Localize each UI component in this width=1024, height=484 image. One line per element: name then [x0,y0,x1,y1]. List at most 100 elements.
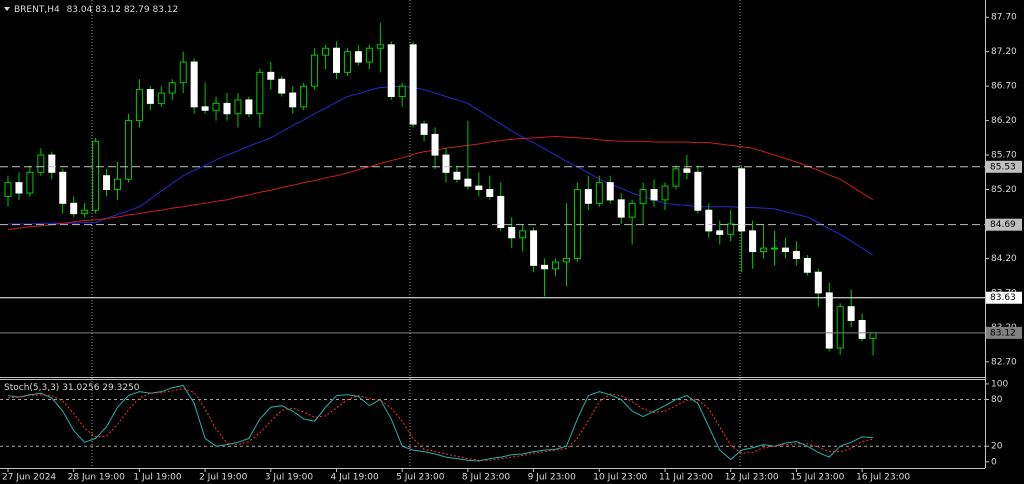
indicator-header: Stoch(5,3,3) 31.0256 29.3250 [4,383,140,393]
candle-body [486,189,494,197]
candle-body [771,247,778,250]
moving-average [8,85,874,256]
candle-body [124,120,132,180]
candle-body [541,264,549,270]
candle-body [157,92,165,104]
symbol-header: BRENT,H4 83.04 83.12 82.79 83.12 [14,5,178,15]
candle-body [475,185,483,191]
candle-body [354,51,362,63]
candle-body [825,292,833,349]
candle-body [595,182,603,204]
candle-body [749,230,757,253]
candle-body [212,102,220,111]
x-tick-label: 5 Jul 23:00 [396,473,445,483]
candle-body [267,71,275,80]
candle-body [114,178,121,191]
y-tick-label: 100 [991,379,1008,389]
candle-body [650,189,658,201]
y-tick-label: 80 [991,395,1003,405]
candle-body [190,61,198,108]
candle-body [300,85,308,108]
candle-body [705,209,713,232]
y-tick-label: 0 [991,457,997,467]
candle-body [584,189,592,204]
y-tick-label: 20 [991,442,1003,452]
candle-body [26,171,34,194]
candle-body [552,261,559,270]
y-tick-label: 84.20 [991,254,1017,264]
y-tick-label: 86.20 [991,116,1017,126]
candle-body [727,223,735,235]
x-tick-label: 10 Jul 23:00 [593,473,647,483]
candle-body [760,247,768,253]
candle-body [4,182,12,197]
candle-body [387,44,395,97]
candle-body [103,175,111,191]
candle-body [639,189,647,204]
y-tick-label: 85.20 [991,185,1017,195]
candle-body [48,154,56,173]
candle-body [453,171,461,180]
menu-icon[interactable] [4,7,10,11]
candle-body [398,85,406,97]
candle-body [803,257,811,273]
price-label-box [986,326,1022,339]
candle-body [343,51,351,73]
candle-body [847,306,855,321]
candle-body [59,171,67,204]
price-label: 83.63 [990,293,1016,303]
price-label: 84.69 [990,220,1016,230]
candle-body [70,202,78,215]
candle-body [464,178,472,187]
candle-body [333,47,340,73]
candle-body [146,89,154,104]
price-label: 85.53 [990,162,1016,172]
symbol: BRENT,H4 [14,5,60,15]
x-tick-label: 8 Jul 23:00 [462,473,511,483]
candle-body [497,195,505,228]
candle-body [530,230,538,266]
candle-body [573,189,581,259]
x-tick-label: 3 Jul 19:00 [265,473,314,483]
candle-body [311,54,319,87]
main-readout: 31.0256 [62,383,99,393]
candle-body [201,106,209,111]
candle-body [738,168,746,232]
candle-body [519,230,527,239]
candle-body [628,202,636,218]
candle-body [256,71,264,115]
price-label-box [986,160,1022,173]
candle-body [179,61,187,84]
high-readout: 83.12 [95,5,121,15]
y-tick-label: 87.70 [991,13,1017,23]
open-readout: 83.04 [67,5,93,15]
candle-body [617,199,625,218]
candle-body [409,44,417,125]
x-tick-label: 28 Jun 19:00 [68,473,125,483]
candle-body [562,257,570,263]
candle-body [15,182,23,194]
low-readout: 82.79 [124,5,150,15]
indicator-name: Stoch(5,3,3) [4,383,59,393]
candle-body [168,82,176,94]
candle-body [322,47,330,56]
x-tick-label: 15 Jul 23:00 [790,473,844,483]
candle-body [672,168,680,187]
close-readout: 83.12 [153,5,179,15]
x-tick-label: 11 Jul 23:00 [659,473,713,483]
candle-body [858,319,866,339]
candle-body [37,154,45,173]
x-tick-label: 27 Jun 2024 [2,473,56,483]
y-tick-label: 86.70 [991,82,1017,92]
candle-body [836,306,844,349]
candle-body [376,44,384,49]
signal-readout: 29.3250 [102,383,139,393]
candle-body [245,99,253,115]
candle-body [661,185,669,201]
candle-body [81,209,89,215]
x-tick-label: 9 Jul 23:00 [528,473,577,483]
x-tick-label: 4 Jul 19:00 [331,473,380,483]
candle-body [683,168,691,173]
